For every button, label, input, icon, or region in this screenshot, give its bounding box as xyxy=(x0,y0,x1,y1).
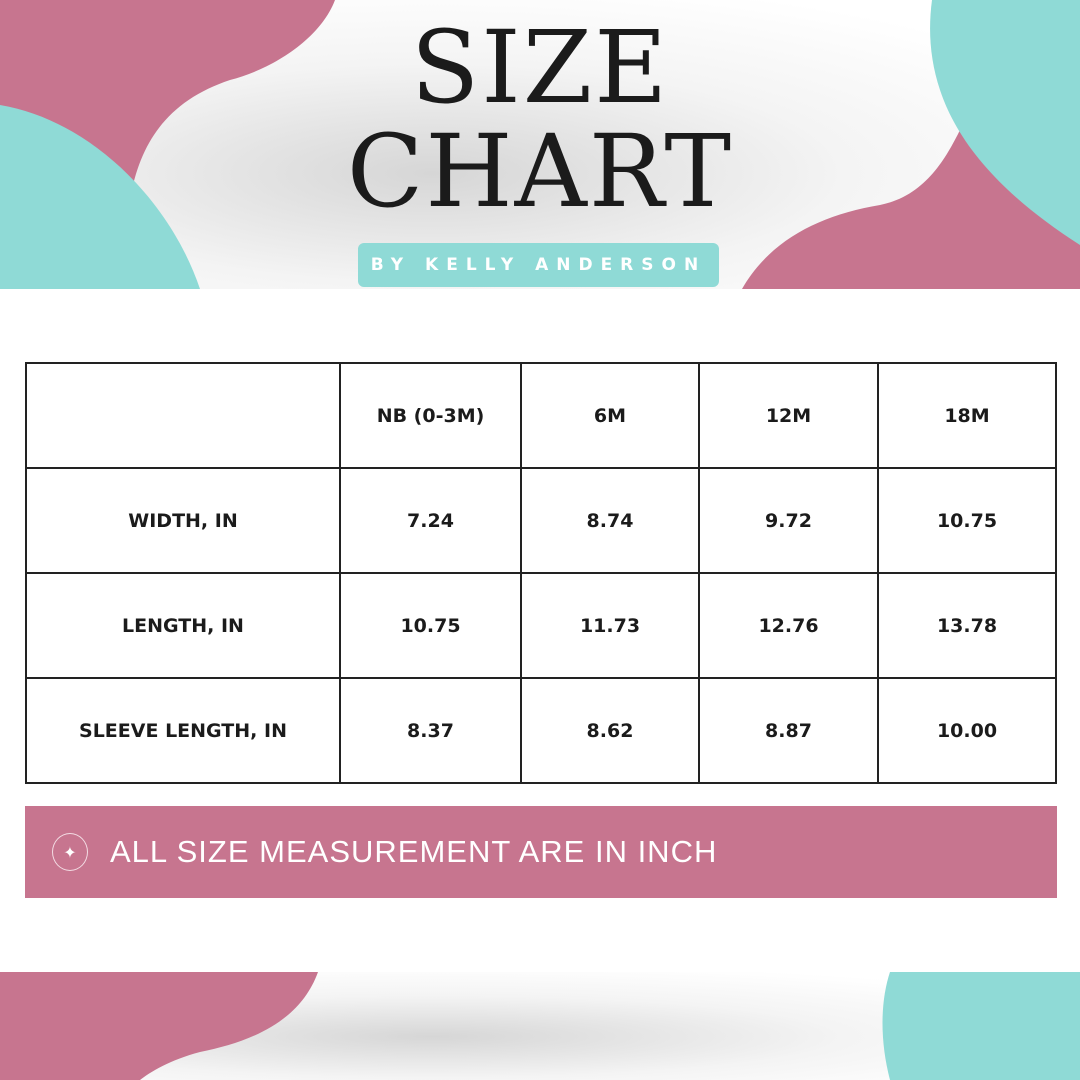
row-label: LENGTH, IN xyxy=(25,572,341,679)
table-cell: 13.78 xyxy=(877,572,1057,679)
table-row: SLEEVE LENGTH, IN 8.37 8.62 8.87 10.00 xyxy=(25,677,1057,784)
table-cell: 8.87 xyxy=(698,677,879,784)
table-cell: 10.00 xyxy=(877,677,1057,784)
teal-blob-bottom-right xyxy=(882,972,1080,1080)
header-cell: NB (0-3M) xyxy=(339,362,522,469)
footer-band xyxy=(0,972,1080,1080)
header-cell xyxy=(25,362,341,469)
byline-badge: BY KELLY ANDERSON xyxy=(358,243,719,287)
decorative-blobs-bottom xyxy=(0,972,1080,1080)
header-cell: 18M xyxy=(877,362,1057,469)
teal-blob-right xyxy=(930,0,1080,245)
header-cell: 12M xyxy=(698,362,879,469)
size-table: NB (0-3M) 6M 12M 18M WIDTH, IN 7.24 8.74… xyxy=(25,362,1057,784)
title-line-2: CHART xyxy=(346,113,734,230)
pink-blob-bottom-left xyxy=(0,972,318,1080)
sparkle-icon: ✦ xyxy=(52,833,88,871)
teal-blob-left xyxy=(0,105,200,289)
table-cell: 8.62 xyxy=(520,677,700,784)
note-text: ALL SIZE MEASUREMENT ARE IN INCH xyxy=(110,834,718,869)
table-header-row: NB (0-3M) 6M 12M 18M xyxy=(25,362,1057,469)
table-cell: 9.72 xyxy=(698,467,879,574)
table-row: WIDTH, IN 7.24 8.74 9.72 10.75 xyxy=(25,467,1057,574)
table-cell: 8.37 xyxy=(339,677,522,784)
table-cell: 12.76 xyxy=(698,572,879,679)
row-label: SLEEVE LENGTH, IN xyxy=(25,677,341,784)
table-cell: 10.75 xyxy=(877,467,1057,574)
table-cell: 11.73 xyxy=(520,572,700,679)
row-label: WIDTH, IN xyxy=(25,467,341,574)
table-cell: 8.74 xyxy=(520,467,700,574)
header-cell: 6M xyxy=(520,362,700,469)
table-cell: 10.75 xyxy=(339,572,522,679)
title-line-1: SIZE xyxy=(410,9,670,126)
table-cell: 7.24 xyxy=(339,467,522,574)
header-band: SIZE CHART BY KELLY ANDERSON xyxy=(0,0,1080,289)
decorative-blobs xyxy=(0,0,1080,289)
measurement-note-banner: ✦ ALL SIZE MEASUREMENT ARE IN INCH xyxy=(25,806,1057,898)
table-row: LENGTH, IN 10.75 11.73 12.76 13.78 xyxy=(25,572,1057,679)
